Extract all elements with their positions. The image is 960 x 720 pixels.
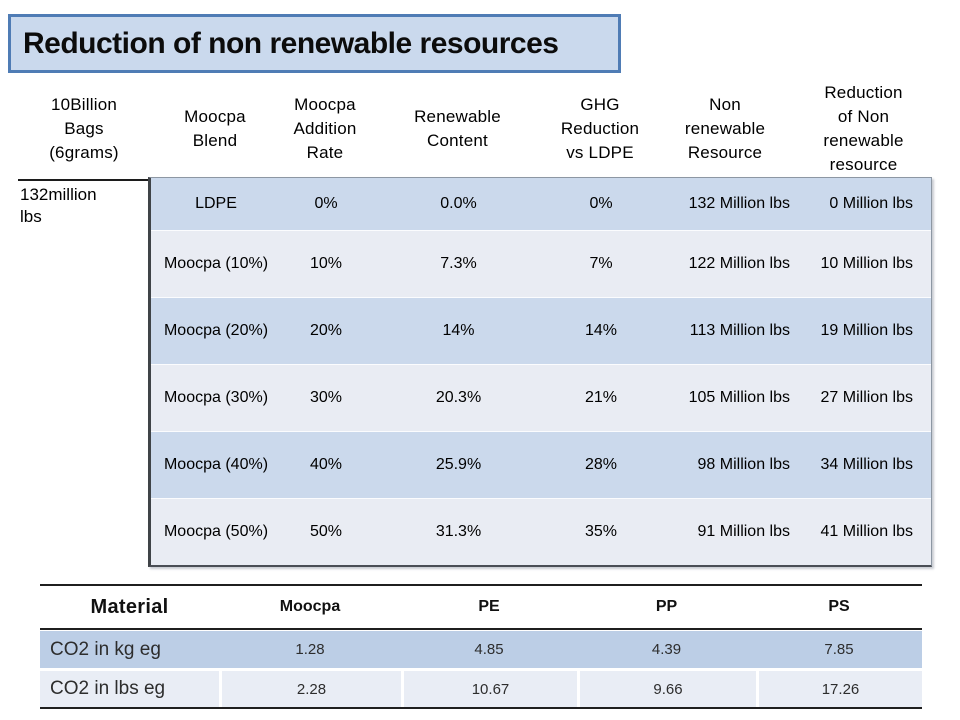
material-row-co2-lbs: CO2 in lbs eg 2.28 10.67 9.66 17.26 (40, 671, 922, 707)
slide-title: Reduction of non renewable resources (23, 26, 559, 60)
cell-reduction: 19 Million lbs (820, 322, 913, 339)
mt-value-moocpa: 1.28 (295, 641, 325, 658)
mt-value-pe: 10.67 (401, 671, 577, 707)
main-table-header-row: 10Billion Bags (6grams) Moocpa Blend Moo… (18, 80, 932, 177)
cell-blend: Moocpa (10%) (163, 255, 269, 272)
mt-value-pe: 4.85 (474, 641, 504, 658)
row-header-total-lbs: 132million lbs (20, 185, 97, 226)
column-header-bags: 10Billion Bags (6grams) (49, 94, 119, 162)
material-row-co2-kg: CO2 in kg eg 1.28 4.85 4.39 7.85 (40, 631, 922, 668)
cell-addition-rate: 40% (309, 456, 343, 473)
slide-title-box: Reduction of non renewable resources (8, 14, 621, 73)
cell-ghg-reduction: 28% (584, 456, 618, 473)
column-header-addition-rate: Moocpa Addition Rate (293, 94, 357, 162)
cell-renewable-content: 31.3% (435, 523, 482, 540)
cell-reduction: 41 Million lbs (820, 523, 913, 540)
cell-addition-rate: 30% (309, 389, 343, 406)
cell-addition-rate: 50% (309, 523, 343, 540)
cell-ghg-reduction: 7% (589, 255, 613, 272)
main-table-body: LDPE 0% 0.0% 0% 132 Million lbs 0 Millio… (148, 177, 932, 567)
mt-value-moocpa: 2.28 (219, 671, 401, 707)
cell-reduction: 0 Million lbs (829, 195, 913, 212)
cell-renewable-content: 0.0% (440, 195, 477, 212)
mt-header-pp: PP (655, 598, 678, 615)
cell-reduction: 27 Million lbs (820, 389, 913, 406)
cell-addition-rate: 20% (309, 322, 343, 339)
table-row-moocpa-50: Moocpa (50%) 50% 31.3% 35% 91 Million lb… (151, 498, 931, 565)
mt-value-ps: 7.85 (824, 641, 854, 658)
table-row-moocpa-30: Moocpa (30%) 30% 20.3% 21% 105 Million l… (151, 364, 931, 431)
cell-reduction: 10 Million lbs (820, 255, 913, 272)
cell-blend: Moocpa (20%) (163, 322, 269, 339)
material-table: Material Moocpa PE PP PS CO2 in kg eg 1.… (40, 584, 922, 709)
cell-blend: Moocpa (30%) (163, 389, 269, 406)
cell-blend: LDPE (195, 195, 237, 212)
mt-header-material: Material (90, 595, 169, 618)
material-table-header-row: Material Moocpa PE PP PS (40, 584, 922, 630)
mt-header-moocpa: Moocpa (279, 598, 341, 615)
cell-non-renewable: 122 Million lbs (688, 255, 790, 272)
cell-non-renewable: 98 Million lbs (697, 456, 790, 473)
cell-renewable-content: 25.9% (435, 456, 482, 473)
mt-header-pe: PE (478, 598, 500, 615)
cell-renewable-content: 14% (442, 322, 475, 339)
mt-row-label: CO2 in kg eg (50, 638, 161, 660)
mt-row-label: CO2 in lbs eg (50, 678, 166, 699)
cell-non-renewable: 132 Million lbs (688, 195, 790, 212)
header-underline (18, 179, 148, 181)
cell-ghg-reduction: 35% (584, 523, 618, 540)
cell-non-renewable: 91 Million lbs (697, 523, 790, 540)
column-header-blend: Moocpa Blend (184, 106, 246, 150)
table-row-ldpe: LDPE 0% 0.0% 0% 132 Million lbs 0 Millio… (151, 178, 931, 230)
mt-header-ps: PS (828, 598, 850, 615)
cell-non-renewable: 105 Million lbs (688, 389, 790, 406)
table-row-moocpa-40: Moocpa (40%) 40% 25.9% 28% 98 Million lb… (151, 431, 931, 498)
table-row-moocpa-20: Moocpa (20%) 20% 14% 14% 113 Million lbs… (151, 297, 931, 364)
cell-blend: Moocpa (40%) (163, 456, 269, 473)
cell-renewable-content: 20.3% (435, 389, 482, 406)
mt-value-ps: 17.26 (756, 671, 922, 707)
table-row-moocpa-10: Moocpa (10%) 10% 7.3% 7% 122 Million lbs… (151, 230, 931, 297)
cell-addition-rate: 10% (309, 255, 343, 272)
cell-non-renewable: 113 Million lbs (689, 322, 790, 339)
column-header-renewable-content: Renewable Content (414, 106, 501, 150)
column-header-ghg-reduction: GHG Reduction vs LDPE (560, 94, 640, 162)
cell-ghg-reduction: 0% (589, 195, 613, 212)
cell-ghg-reduction: 14% (584, 322, 618, 339)
cell-blend: Moocpa (50%) (163, 523, 269, 540)
mt-value-pp: 4.39 (651, 641, 682, 658)
column-header-non-renewable-resource: Non renewable Resource (684, 94, 766, 162)
mt-value-pp: 9.66 (577, 671, 756, 707)
cell-reduction: 34 Million lbs (820, 456, 913, 473)
cell-ghg-reduction: 21% (584, 389, 618, 406)
cell-renewable-content: 7.3% (440, 255, 477, 272)
column-header-reduction: Reduction of Non renewable resource (823, 82, 904, 174)
cell-addition-rate: 0% (314, 195, 338, 212)
